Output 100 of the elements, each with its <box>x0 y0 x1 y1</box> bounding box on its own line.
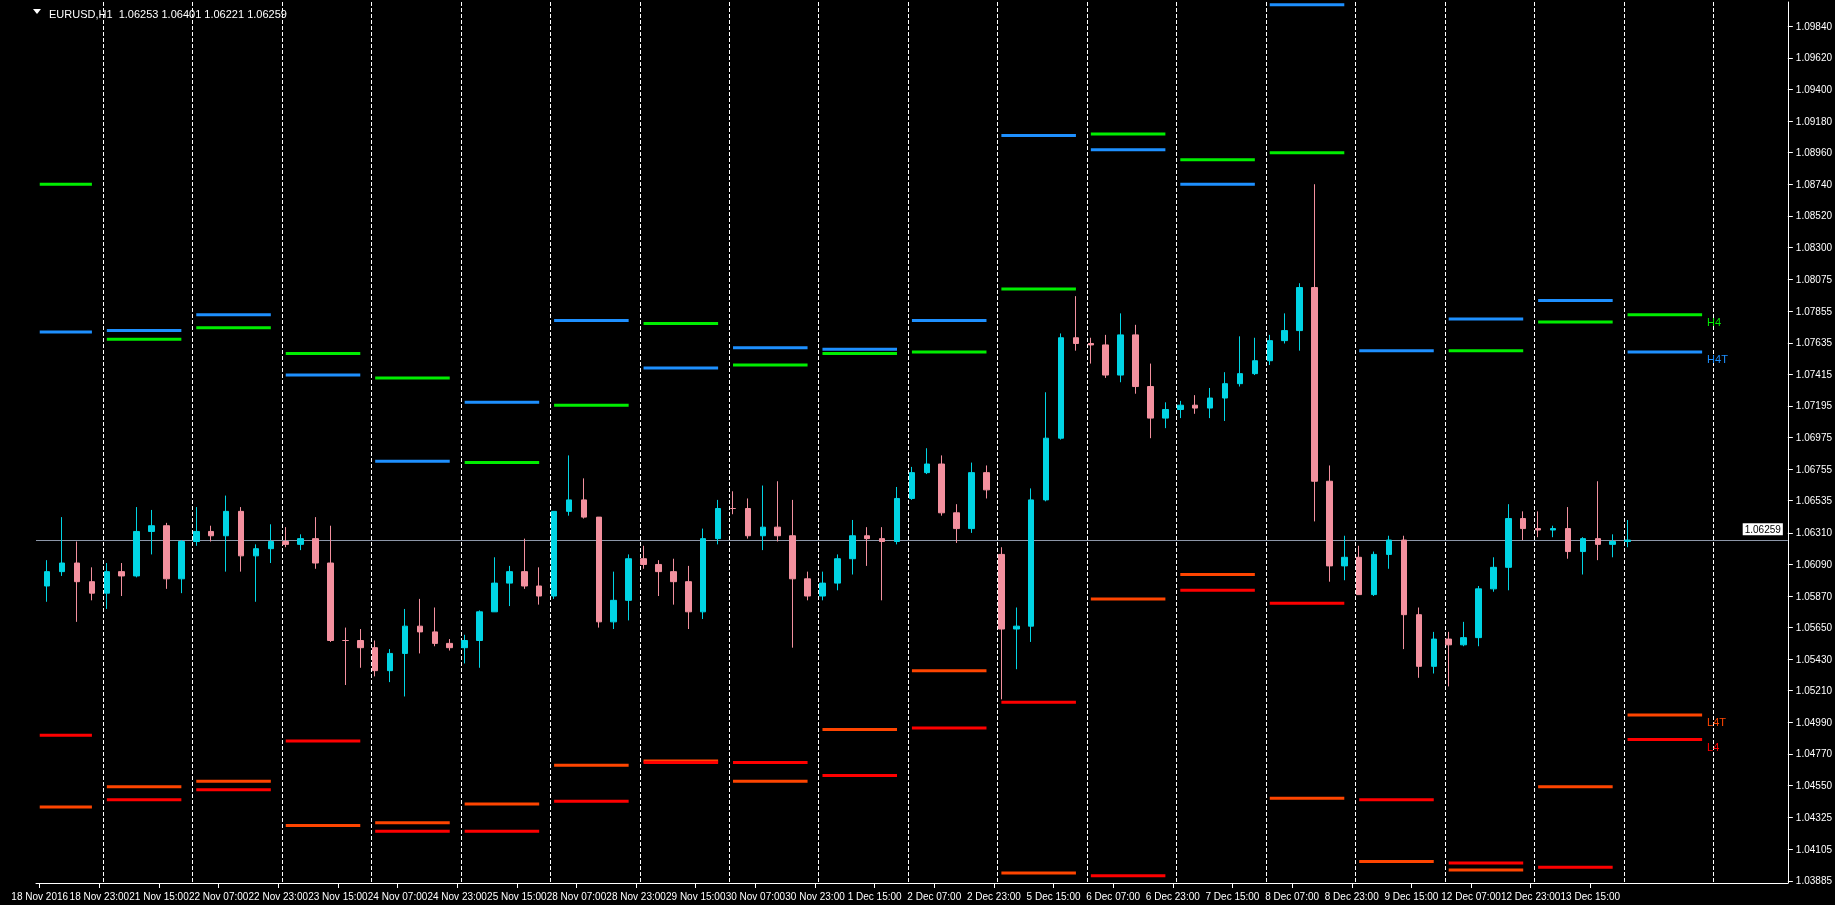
candlestick <box>640 545 647 570</box>
candlestick <box>1207 387 1213 419</box>
x-tick-label: 23 Nov 15:00 <box>308 890 369 902</box>
candlestick <box>238 506 244 573</box>
y-tick-label: 1.06755 <box>1795 463 1833 475</box>
candlestick <box>387 648 393 683</box>
candlestick <box>1028 487 1034 643</box>
candlestick <box>1431 631 1437 675</box>
x-tick-label: 12 Dec 23:00 <box>1500 890 1561 902</box>
candlestick <box>938 454 945 517</box>
candlestick <box>491 556 498 613</box>
candlestick <box>1490 556 1497 593</box>
y-tick-label: 1.06090 <box>1795 558 1833 570</box>
x-tick-label: 29 Nov 15:00 <box>665 890 726 902</box>
x-tick-label: 7 Dec 15:00 <box>1205 890 1260 902</box>
y-tick-label: 1.07855 <box>1795 305 1833 317</box>
candlestick <box>1520 510 1526 541</box>
y-tick-label: 1.08520 <box>1795 210 1833 222</box>
candlestick <box>417 598 423 654</box>
candlestick <box>506 565 513 607</box>
y-tick-label: 1.08960 <box>1795 147 1833 159</box>
candlestick <box>208 525 214 542</box>
x-tick-label: 2 Dec 07:00 <box>907 890 962 902</box>
candlestick <box>461 634 468 664</box>
x-tick-label: 13 Dec 15:00 <box>1560 890 1621 902</box>
candlestick <box>625 553 632 621</box>
series-label: L4T <box>1707 716 1727 729</box>
candlestick <box>327 525 334 643</box>
y-tick-label: 1.04770 <box>1795 748 1833 760</box>
candlestick <box>44 559 50 603</box>
candlestick <box>282 526 289 548</box>
candlestick <box>700 528 706 620</box>
text: EURUSD,H1 1.06253 1.06401 1.06221 1.06259 <box>49 7 287 20</box>
candlestick <box>551 510 557 600</box>
candlestick <box>1565 506 1571 560</box>
candlestick <box>760 485 766 551</box>
candlestick <box>1281 312 1288 344</box>
candlestick <box>1296 282 1303 352</box>
candlestick <box>1013 607 1020 670</box>
y-tick-label: 1.05870 <box>1795 590 1833 602</box>
candlestick <box>1237 335 1243 388</box>
candlestick <box>253 543 259 603</box>
candlestick <box>1475 585 1482 647</box>
series-label: H4 <box>1707 315 1722 328</box>
candlestick <box>1117 312 1124 383</box>
candlestick <box>1326 464 1333 583</box>
candlestick <box>610 571 617 630</box>
candlestick <box>834 553 841 591</box>
candlestick <box>1386 535 1392 570</box>
x-tick-label: 22 Nov 07:00 <box>188 890 249 902</box>
y-tick-label: 1.06975 <box>1795 431 1833 443</box>
candlestick <box>1445 631 1452 687</box>
candlestick <box>1460 621 1467 647</box>
candlestick <box>1147 363 1154 439</box>
x-tick-label: 12 Dec 07:00 <box>1441 890 1502 902</box>
candlestick <box>1043 391 1049 502</box>
candlestick <box>268 523 274 564</box>
candlestick <box>819 571 826 601</box>
candlestick <box>446 638 453 652</box>
series-label: L4 <box>1707 740 1720 753</box>
series-label: H4T <box>1707 353 1729 366</box>
candlestick <box>953 503 960 544</box>
candlestick <box>655 559 662 597</box>
y-tick-label: 1.04550 <box>1795 779 1833 791</box>
y-tick-label: 1.06535 <box>1795 495 1833 507</box>
x-tick-label: 8 Dec 23:00 <box>1324 890 1380 902</box>
candlestick <box>223 495 229 573</box>
candlestick <box>372 640 378 677</box>
candlestick <box>849 519 856 576</box>
candlestick <box>685 565 692 630</box>
y-tick-label: 1.04990 <box>1795 716 1833 728</box>
y-tick-label: 1.04325 <box>1795 812 1833 824</box>
x-tick-label: 6 Dec 23:00 <box>1145 890 1201 902</box>
candlestick <box>1595 480 1601 561</box>
y-tick-label: 1.06310 <box>1795 527 1833 539</box>
candlestick <box>730 490 736 515</box>
candlestick <box>1341 535 1348 581</box>
candlestick <box>312 516 319 570</box>
candlestick <box>1550 525 1556 538</box>
candlestick <box>864 526 870 567</box>
candlestick <box>1162 401 1169 429</box>
y-tick-label: 1.09400 <box>1795 84 1833 96</box>
candlestick <box>1416 607 1422 679</box>
candlestick <box>670 558 677 606</box>
y-tick-label: 1.07635 <box>1795 337 1833 349</box>
candlestick <box>133 506 140 578</box>
x-tick-label: 25 Nov 15:00 <box>487 890 547 902</box>
candlestick <box>1222 371 1228 422</box>
y-tick-label: 1.03885 <box>1795 875 1833 887</box>
candlestick <box>1401 535 1407 650</box>
x-tick-label: 30 Nov 23:00 <box>785 890 846 902</box>
candlestick <box>596 516 602 629</box>
candlestick <box>909 466 915 501</box>
candlestick <box>59 516 65 577</box>
x-tick-label: 6 Dec 07:00 <box>1086 890 1141 902</box>
candlestick <box>1088 337 1094 365</box>
candlestick <box>536 566 542 606</box>
x-tick-label: 18 Nov 23:00 <box>69 890 130 902</box>
candlestick <box>1073 295 1079 352</box>
y-tick-label: 1.05210 <box>1795 685 1833 697</box>
